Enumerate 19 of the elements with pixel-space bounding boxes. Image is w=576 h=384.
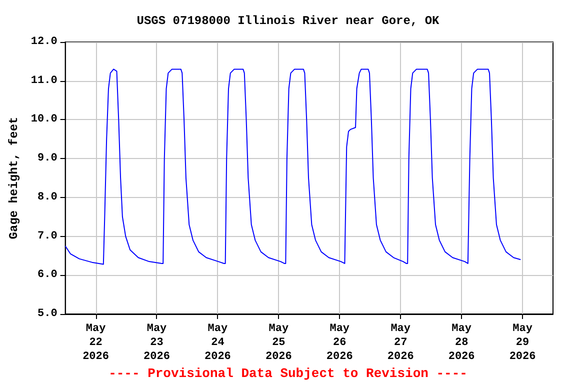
- y-tick-label: 10.0: [30, 114, 58, 126]
- y-tick-label: 7.0: [37, 230, 58, 242]
- y-tick-label: 9.0: [37, 152, 58, 165]
- y-tick-label: 5.0: [37, 308, 58, 320]
- y-axis-title: Gage height, feet: [7, 116, 21, 240]
- x-tick-label: May 24 2026: [204, 323, 231, 363]
- x-tick-label: May 27 2026: [387, 323, 414, 363]
- y-tick-label: 8.0: [37, 191, 58, 204]
- y-tick-label: 11.0: [30, 74, 58, 87]
- x-tick-label: May 25 2026: [265, 323, 292, 363]
- x-tick-label: May 28 2026: [448, 323, 475, 363]
- x-tick-label: May 29 2026: [509, 323, 536, 363]
- y-tick-label: 6.0: [37, 269, 58, 282]
- y-tick-label: 12.0: [30, 36, 58, 48]
- text: ---- Provisional Data Subject to Revision ----: [108, 366, 468, 381]
- chart-title: USGS 07198000 Illinois River near Gore, OK: [136, 14, 440, 28]
- x-tick-label: May 26 2026: [326, 323, 353, 363]
- x-tick-label: May 23 2026: [144, 323, 170, 363]
- x-tick-label: May 22 2026: [82, 323, 109, 363]
